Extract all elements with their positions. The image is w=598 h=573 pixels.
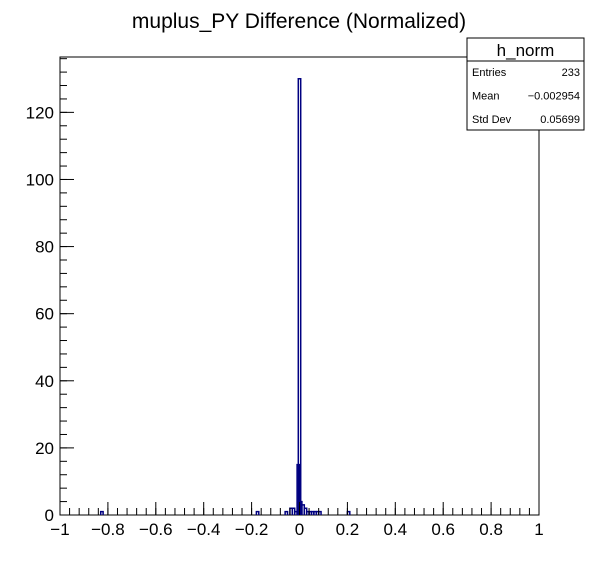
x-tick-label: 0.2 [336, 520, 360, 539]
x-axis: −1 −0.8 −0.6 −0.4 −0.2 0 0.2 0.4 0.6 0.8 1 [50, 502, 544, 539]
stats-row-label: Entries [472, 67, 507, 79]
y-tick-label: 60 [35, 305, 54, 324]
plot-frame [59, 56, 540, 516]
histogram-bin [297, 78, 302, 515]
stats-row-value: 233 [562, 67, 580, 79]
histogram-bin [284, 510, 289, 515]
y-tick-label: 20 [35, 439, 54, 458]
x-tick-label: −1 [50, 520, 69, 539]
x-tick-label: −0.4 [187, 520, 221, 539]
stats-box-title: h_norm [497, 41, 555, 60]
stats-row-value: −0.002954 [528, 91, 580, 103]
histogram-bin [255, 510, 260, 515]
x-tick-label: 0.4 [383, 520, 407, 539]
x-tick-label: 1 [534, 520, 543, 539]
y-axis: 0 20 40 60 80 100 120 [26, 58, 74, 525]
stats-row-label: Std Dev [472, 114, 512, 126]
y-tick-label: 40 [35, 372, 54, 391]
y-tick-label: 120 [26, 103, 54, 122]
x-tick-label: 0.8 [479, 520, 503, 539]
chart-title: muplus_PY Difference (Normalized) [132, 10, 466, 33]
y-tick-label: 0 [45, 506, 54, 525]
y-tick-label: 100 [26, 170, 54, 189]
x-tick-label: −0.6 [139, 520, 173, 539]
x-tick-label: −0.8 [91, 520, 125, 539]
x-tick-label: 0 [295, 520, 304, 539]
stats-row-label: Mean [472, 91, 500, 103]
stats-box-frame [466, 37, 585, 131]
stats-row-value: 0.05699 [540, 114, 580, 126]
x-tick-label: 0.6 [431, 520, 455, 539]
x-tick-label: −0.2 [235, 520, 269, 539]
stats-box: h_norm Entries 233 Mean −0.002954 Std Dev 0.0… [466, 37, 585, 131]
stats-rows: Entries 233 Mean −0.002954 Std Dev 0.05699 [472, 67, 580, 126]
histogram-bin [99, 510, 104, 515]
y-tick-label: 80 [35, 238, 54, 257]
